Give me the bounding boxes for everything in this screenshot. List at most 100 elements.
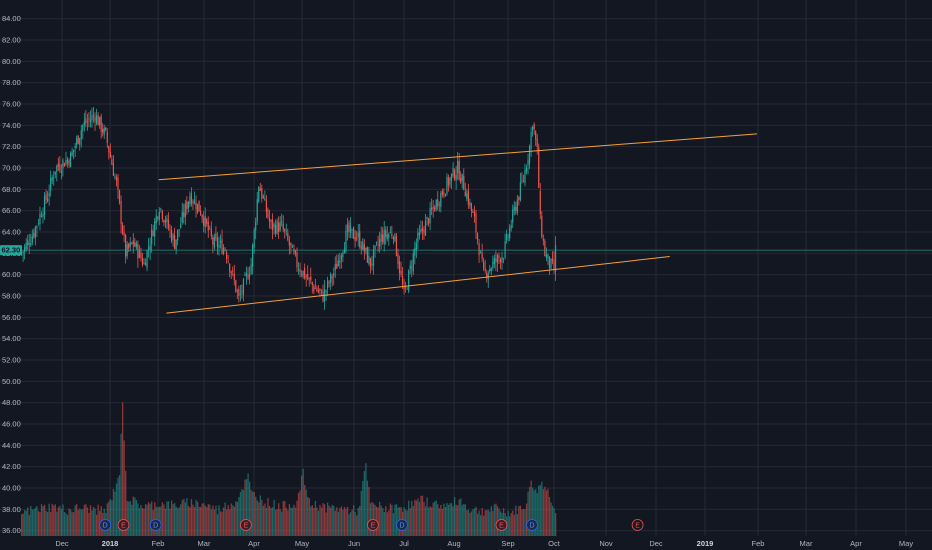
candle-body: [380, 233, 382, 242]
candle-body: [135, 242, 137, 248]
candle-body: [95, 115, 98, 124]
event-label: D: [103, 522, 108, 529]
volume-bar: [323, 504, 326, 536]
candle-body: [460, 177, 462, 183]
volume-bar: [473, 508, 476, 536]
candle-body: [252, 244, 254, 267]
candle-body: [89, 119, 92, 123]
volume-bar: [210, 509, 213, 536]
volume-bar: [415, 500, 418, 536]
volume-bar: [276, 509, 278, 536]
candle-body: [192, 201, 194, 204]
volume-bar: [111, 500, 113, 536]
candle-body: [256, 199, 258, 222]
volume-bar: [141, 508, 144, 536]
volume-bar: [360, 490, 362, 536]
candle-body: [509, 227, 511, 239]
candle-body: [204, 215, 206, 227]
candle-body: [213, 236, 215, 248]
volume-bar: [190, 499, 193, 536]
candle-body: [39, 213, 41, 225]
trendline[interactable]: [158, 133, 757, 181]
candle-body: [73, 149, 75, 153]
volume-bar: [533, 490, 535, 536]
candle-body: [42, 213, 44, 218]
volume-bar: [57, 507, 60, 536]
volume-bar: [513, 514, 515, 536]
volume-bar: [541, 481, 543, 536]
price-candles: [21, 106, 557, 310]
volume-bar: [354, 511, 356, 536]
x-tick-label: Mar: [198, 539, 211, 548]
volume-bar: [258, 502, 260, 536]
candle-body: [538, 147, 540, 188]
candle-body: [189, 196, 191, 205]
trendline[interactable]: [166, 256, 670, 314]
candle-body: [245, 272, 248, 276]
candle-body: [40, 215, 43, 217]
volume-bar: [490, 506, 493, 536]
candle-body: [302, 270, 304, 277]
candle-body: [458, 160, 460, 180]
candle-body: [310, 276, 312, 281]
volume-bar: [203, 503, 205, 536]
x-tick-label: Mar: [800, 539, 813, 548]
event-label: E: [499, 522, 504, 529]
candle-body: [366, 247, 368, 263]
last-price-tag: 62.30: [0, 245, 22, 256]
volume-bar: [167, 501, 170, 536]
dividend-marker: D: [396, 519, 408, 531]
volume-bar: [394, 504, 396, 536]
candle-body: [271, 219, 274, 231]
volume-bar: [314, 500, 317, 536]
candle-body: [320, 289, 323, 291]
volume-bar: [530, 480, 532, 536]
volume-bar: [366, 480, 369, 536]
trendlines[interactable]: [158, 133, 757, 314]
volume-bar: [89, 505, 92, 536]
candle-body: [467, 190, 469, 205]
candle-body: [441, 190, 443, 195]
volume-bar: [336, 507, 338, 536]
candle-body: [541, 215, 543, 238]
candle-body: [356, 238, 358, 240]
volume-bar: [216, 514, 219, 536]
volume-bar: [196, 501, 199, 536]
candle-body: [414, 248, 416, 256]
volume-bar: [294, 507, 297, 536]
volume-bar: [483, 515, 485, 536]
volume-bar: [36, 505, 38, 536]
candle-body: [415, 242, 417, 251]
candle-body: [478, 243, 480, 256]
volume-bar: [181, 500, 183, 536]
candle-body: [515, 206, 517, 212]
candle-body: [328, 282, 330, 284]
candle-body: [424, 220, 427, 236]
y-tick-label: 56.00: [2, 313, 21, 322]
last-price-label: 62.30: [2, 246, 21, 255]
candle-body: [36, 225, 38, 229]
candle-body: [285, 231, 287, 233]
candle-body: [287, 233, 289, 240]
candle-body: [490, 268, 492, 271]
candle-body: [473, 211, 476, 217]
candle-body: [455, 174, 457, 181]
candle-body: [481, 252, 483, 259]
volume-bar: [42, 506, 44, 536]
candle-body: [495, 258, 497, 262]
x-tick-label: May: [295, 539, 309, 548]
candle-body: [45, 193, 47, 200]
y-tick-label: 40.00: [2, 484, 21, 493]
volume-bar: [184, 502, 187, 536]
candle-body: [59, 164, 61, 171]
volume-bar: [131, 504, 133, 536]
dividend-marker: D: [99, 519, 112, 531]
volume-bar: [147, 502, 150, 536]
candle-body: [470, 203, 473, 211]
volume-bar: [449, 503, 451, 536]
volume-bar: [382, 508, 384, 536]
volume-bar: [207, 504, 209, 536]
volume-bar: [177, 508, 179, 536]
candle-body: [151, 229, 153, 244]
